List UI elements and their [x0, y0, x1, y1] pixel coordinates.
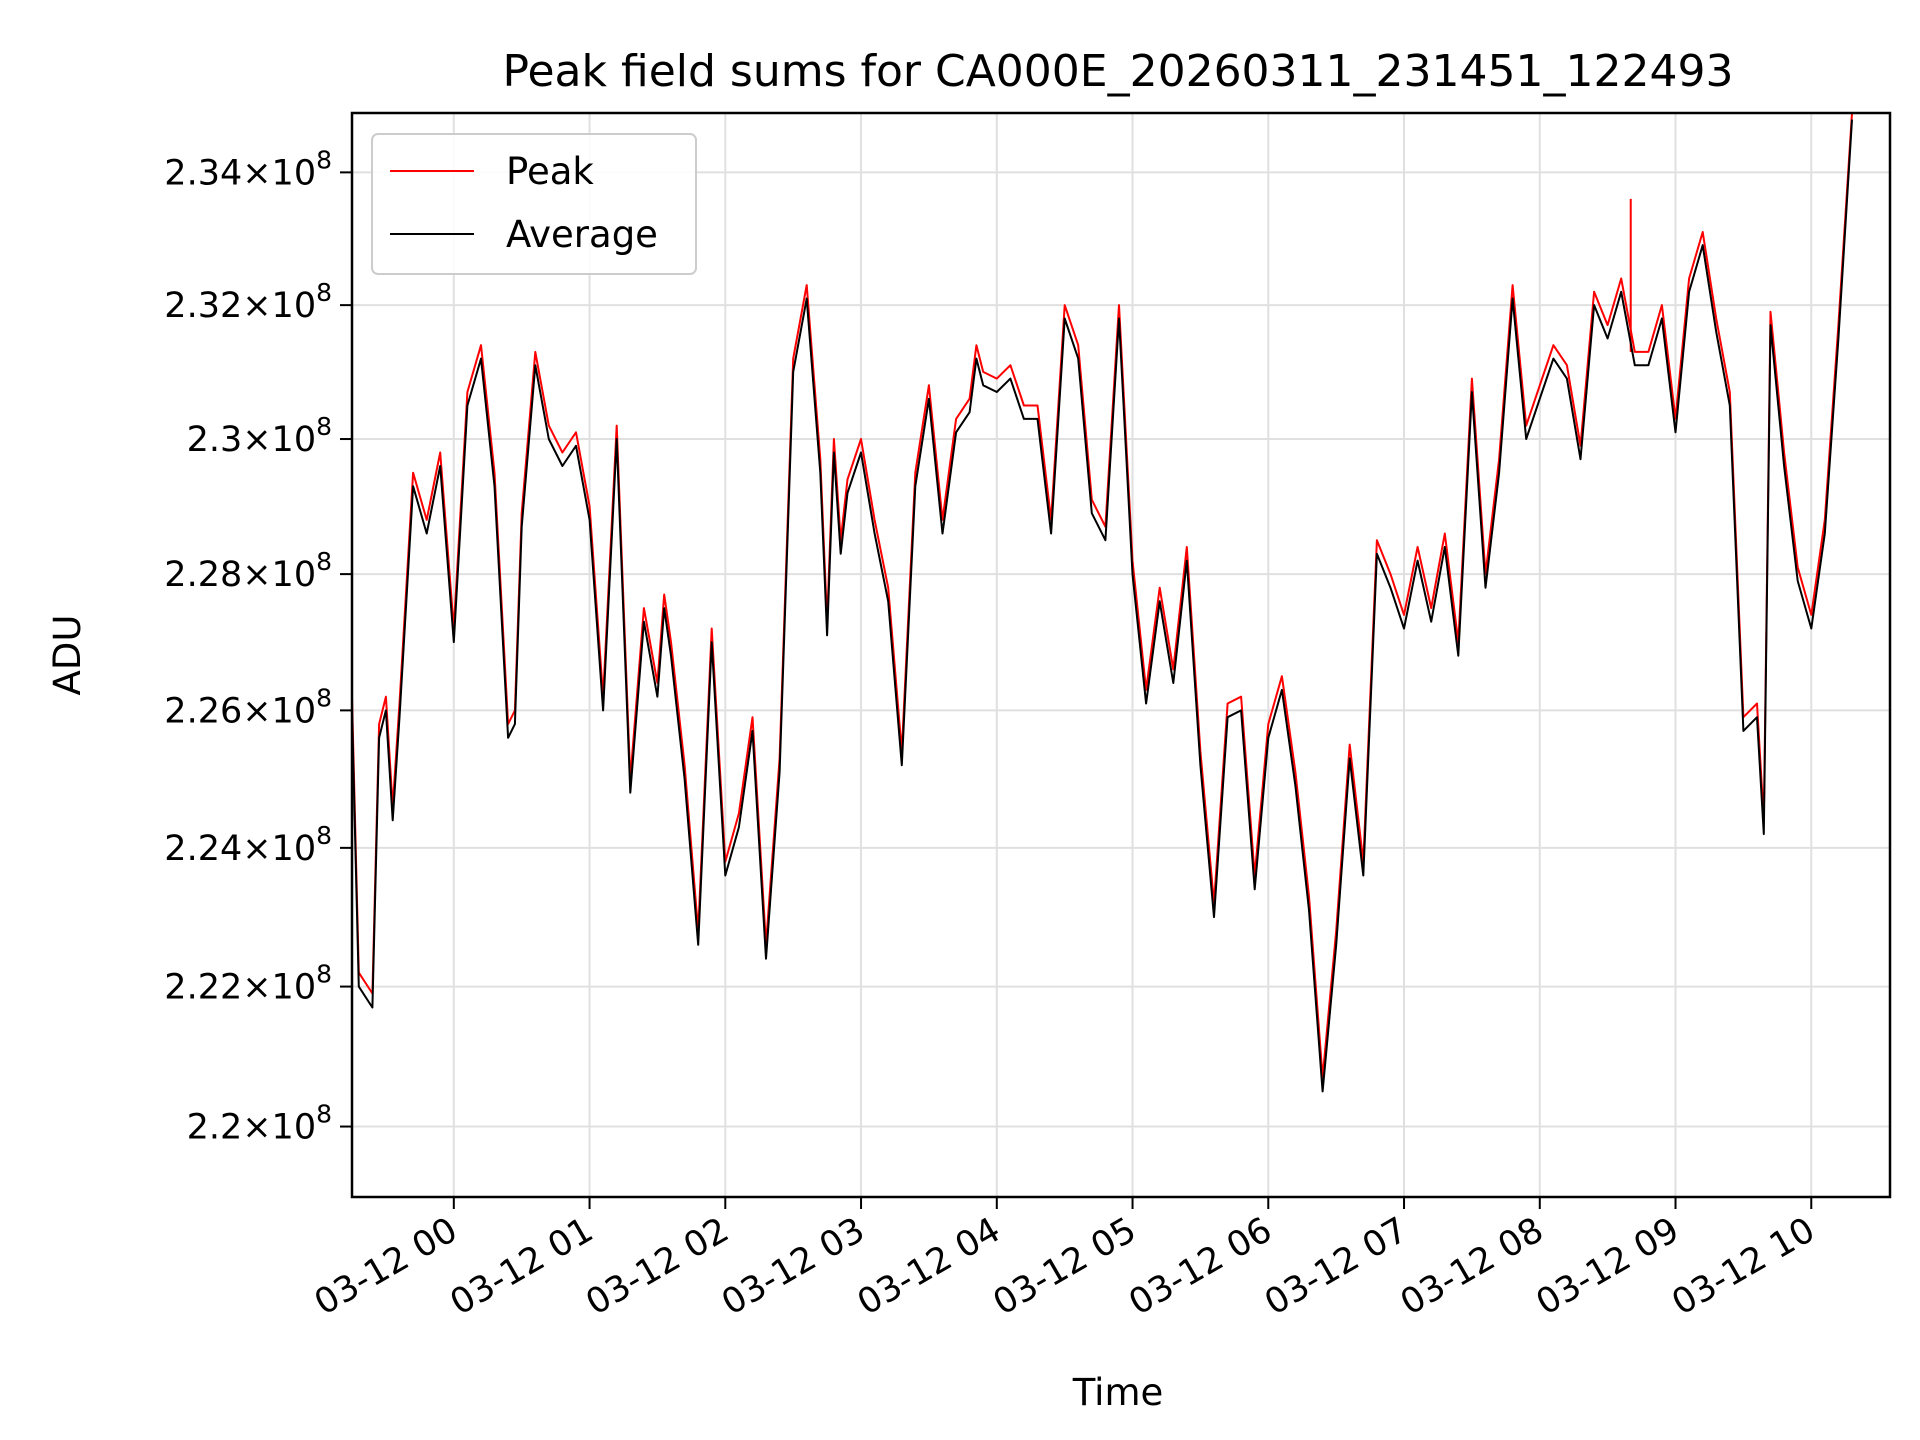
legend-box	[371, 133, 697, 275]
series-line-peak	[351, 112, 1853, 1079]
y-tick-label: 2.2×108	[187, 1100, 332, 1148]
y-tick-label: 2.32×108	[164, 278, 332, 326]
plot-frame	[350, 111, 1892, 1199]
series-line-average	[351, 119, 1853, 1093]
y-axis: 2.2×108 2.22×108 2.24×108 2.26×108 2.28×108 2…	[164, 145, 352, 1148]
y-tick-label: 2.26×108	[164, 683, 332, 731]
series-layer	[351, 112, 1853, 1093]
chart-title: Peak field sums for CA000E_20260311_2314…	[503, 46, 1734, 97]
legend-label-peak: Peak	[506, 150, 594, 193]
y-tick-label: 2.22×108	[164, 960, 332, 1008]
legend: Peak Average	[371, 133, 697, 275]
legend-label-average: Average	[506, 213, 658, 256]
y-tick-label: 2.28×108	[164, 547, 332, 595]
y-tick-label: 2.34×108	[164, 145, 332, 193]
x-axis-label: Time	[1072, 1371, 1164, 1414]
grid	[352, 113, 1890, 1197]
y-tick-label: 2.3×108	[187, 412, 332, 460]
y-axis-label: ADU	[46, 615, 89, 696]
y-tick-label: 2.24×108	[164, 821, 332, 869]
